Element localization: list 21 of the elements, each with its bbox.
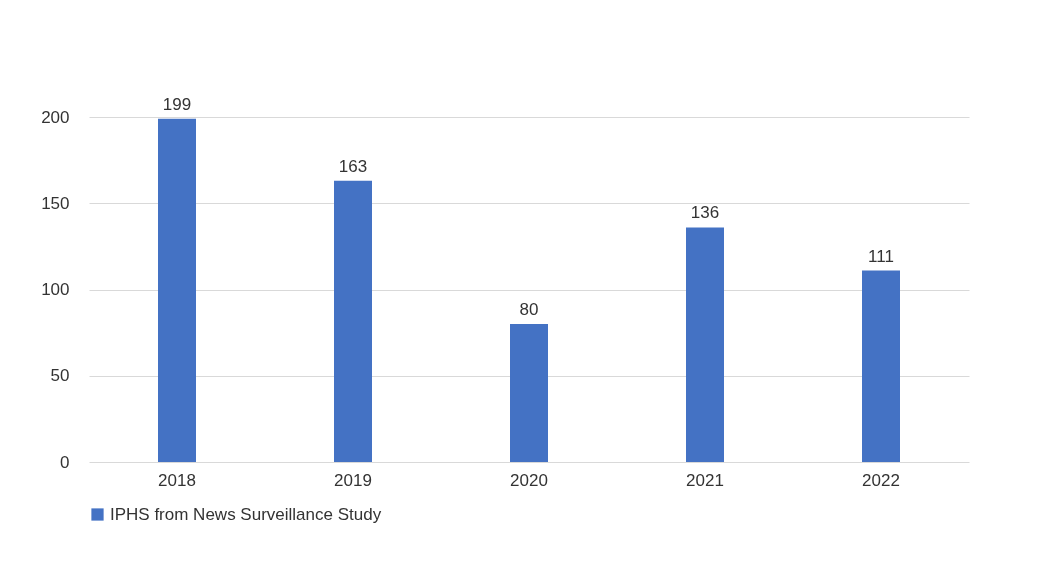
x-tick-label: 2020: [510, 470, 548, 490]
data-label: 163: [338, 156, 368, 176]
y-tick-label: 200: [41, 107, 70, 127]
bar: [686, 227, 724, 462]
y-tick-label: 50: [50, 366, 70, 386]
y-tick-label: 150: [41, 193, 70, 213]
x-tick-label: 2022: [862, 470, 900, 490]
x-tick-label: 2019: [334, 470, 372, 490]
y-tick-label: 100: [41, 280, 70, 299]
data-label: 111: [868, 246, 894, 266]
y-tick-label: 0: [60, 452, 70, 472]
data-label: 80: [519, 300, 539, 319]
bar: [334, 180, 372, 462]
bar: [510, 324, 548, 462]
bar: [158, 118, 196, 462]
data-label: 136: [690, 203, 720, 223]
legend-label: IPHS from News Surveillance Study: [110, 504, 382, 524]
bar: [862, 270, 900, 462]
x-tick-label: 2021: [686, 470, 724, 490]
data-label: 199: [162, 94, 192, 114]
x-tick-label: 2018: [158, 470, 196, 490]
